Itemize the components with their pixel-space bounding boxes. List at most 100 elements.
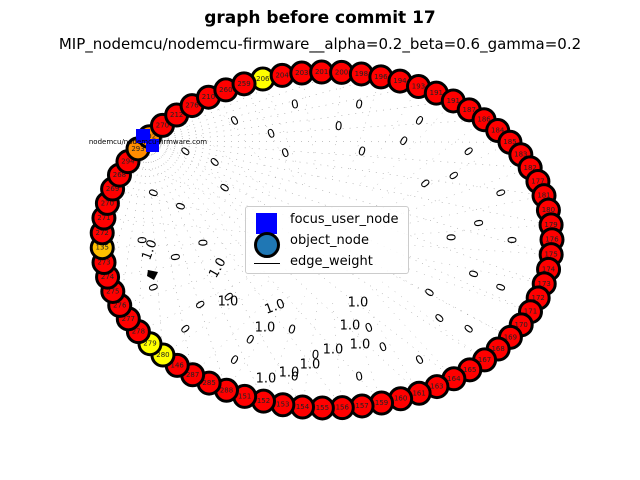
graph-edge: [103, 217, 249, 233]
edge-line-icon: [254, 263, 280, 264]
edge-weight-zero: 0: [471, 218, 486, 228]
object-node-label: 275: [106, 287, 119, 295]
object-node-label: 154: [296, 403, 310, 411]
marker-icon: [147, 270, 158, 280]
object-node-label: 268: [113, 171, 126, 179]
object-node-label: 173: [538, 280, 551, 288]
edge-weight-zero: 0: [461, 321, 477, 336]
edge-weight-zero: 0: [196, 239, 210, 247]
object-node-label: 294: [121, 158, 135, 166]
object-node-label: 167: [478, 356, 491, 364]
object-node-label: 198: [355, 70, 368, 78]
object-node[interactable]: 194: [387, 68, 413, 94]
graph-edge: [382, 281, 485, 361]
object-node-label: 170: [515, 321, 528, 329]
edge-weight-zero: 0: [311, 347, 320, 362]
graph-edge: [208, 97, 286, 191]
object-node-label: 171: [524, 308, 537, 316]
object-node[interactable]: 259: [231, 71, 257, 97]
edge-weight-zero: 0: [363, 319, 375, 335]
edge-weight-zero: 0: [446, 169, 462, 183]
object-node-label: 273: [97, 259, 110, 267]
edge-weight-zero: 0: [146, 281, 162, 293]
edge-weight-label: 1.0: [256, 372, 277, 387]
graph-edge: [390, 142, 511, 206]
object-node-label: 135: [96, 244, 109, 252]
focus-node-group[interactable]: nodemcu/nodemcu-firmware.com: [89, 129, 207, 280]
edge-weight-zero: 0: [421, 285, 437, 299]
graph-edge: [146, 140, 545, 196]
object-node[interactable]: 200: [329, 59, 355, 85]
edge-weight-label: 1.0: [139, 238, 160, 263]
object-node-label: 194: [393, 77, 407, 85]
object-node-label: 160: [394, 395, 407, 403]
legend-row-object: object_node: [246, 232, 410, 258]
edge-weight-zero: 0: [397, 133, 411, 149]
edge-weight-zero: 0: [217, 181, 233, 195]
graph-edge: [146, 140, 164, 355]
object-node-label: 168: [491, 345, 504, 353]
object-node-label: 196: [374, 73, 388, 81]
graph-edge: [146, 119, 485, 142]
edge-weight-zero: 0: [146, 187, 162, 199]
object-node-circle[interactable]: [231, 71, 257, 97]
legend-row-focus: focus_user_node: [246, 211, 410, 234]
object-node-label: 187: [463, 106, 476, 114]
object-node-label: 278: [132, 328, 145, 336]
object-node-label: 191: [447, 97, 460, 105]
graph-edge: [301, 73, 319, 182]
edge-weight-zero: 0: [290, 368, 300, 383]
edge-weight-label: 1.0: [263, 296, 288, 317]
edge-weight-zero: 0: [461, 144, 477, 159]
object-node-label: 151: [238, 392, 251, 400]
edge-weight-label: 1.0: [300, 358, 321, 373]
object-node-label: 287: [186, 371, 199, 379]
object-node-label: 165: [463, 366, 476, 374]
edge-weight-zero: 0: [334, 119, 343, 134]
legend: focus_user_node object_node edge_weight: [245, 206, 409, 274]
edge-weight-zero: 0: [265, 126, 277, 142]
legend-edge-label: edge_weight: [290, 254, 373, 269]
edge-weight-zero: 0: [228, 113, 242, 129]
object-node-label: 180: [542, 206, 555, 214]
graph-edge: [405, 224, 552, 235]
graph-edge: [358, 86, 419, 187]
edge-weight-zero: 0: [417, 176, 433, 191]
edge-weight-zero: 0: [356, 144, 367, 160]
graph-edge: [381, 119, 485, 199]
object-node[interactable]: 155: [309, 395, 335, 421]
object-node-label: 270: [156, 121, 169, 129]
object-node-label: 163: [430, 383, 443, 391]
object-node-label: 276: [113, 301, 127, 309]
graph-edge: [402, 255, 545, 285]
object-node-label: 272: [96, 229, 109, 237]
graph-edge: [146, 140, 552, 226]
edge-weight-label: 1.0: [323, 343, 344, 358]
legend-focus-label: focus_user_node: [290, 212, 399, 227]
focus-user-node-shadow: [146, 139, 159, 152]
edge-weight-zero: 0: [412, 351, 426, 367]
object-node-label: 191: [430, 89, 443, 97]
graph-edge: [262, 78, 305, 184]
edge-weight-zero: 0: [492, 187, 508, 199]
object-node-label: 184: [491, 127, 505, 135]
edge-weight-zero: 0: [173, 201, 189, 212]
edge-weight-zero: 0: [492, 281, 508, 293]
graph-subtitle: MIP_nodemcu/nodemcu-firmware__alpha=0.2_…: [58, 35, 582, 53]
object-node-label: 181: [537, 192, 550, 200]
edge-weight-label: 1.0: [340, 319, 361, 334]
edge-layer: [102, 72, 552, 408]
edge-weight-zero: 0: [354, 368, 364, 383]
graph-edge: [405, 244, 552, 255]
object-node-label: 270: [101, 199, 114, 207]
object-circle-icon: [254, 232, 280, 258]
object-node-label: 260: [219, 86, 232, 94]
graph-edge: [162, 280, 270, 356]
object-node[interactable]: 204: [269, 62, 295, 88]
edge-weight-zero: 0: [444, 233, 458, 241]
edge-weight-zero: 0: [465, 268, 481, 279]
graph-edge: [149, 136, 265, 205]
object-node-label: 159: [375, 399, 388, 407]
edge-weight-zero: 0: [290, 97, 300, 112]
